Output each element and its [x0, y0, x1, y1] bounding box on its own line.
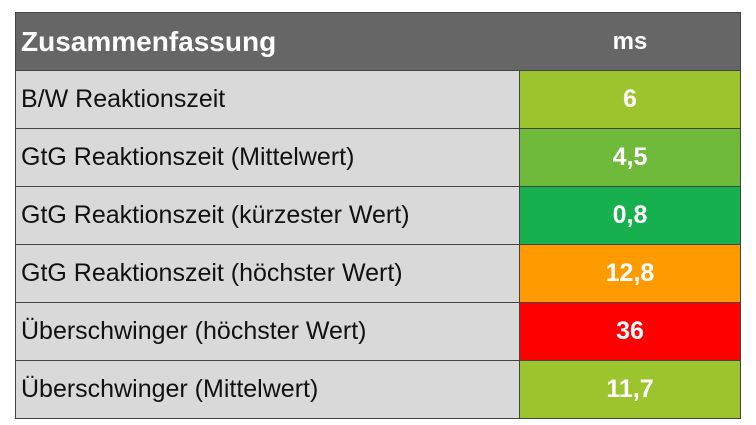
row-label: Überschwinger (Mittelwert) — [16, 361, 520, 418]
row-value: 4,5 — [520, 129, 740, 186]
table-row: B/W Reaktionszeit 6 — [16, 70, 740, 128]
row-label: GtG Reaktionszeit (kürzester Wert) — [16, 187, 520, 244]
row-value: 12,8 — [520, 245, 740, 302]
table-row: GtG Reaktionszeit (höchster Wert) 12,8 — [16, 244, 740, 302]
table-row: Überschwinger (höchster Wert) 36 — [16, 302, 740, 360]
table-row: GtG Reaktionszeit (kürzester Wert) 0,8 — [16, 186, 740, 244]
header-row: Zusammenfassung ms — [16, 13, 740, 70]
row-value: 11,7 — [520, 361, 740, 418]
row-value: 6 — [520, 71, 740, 128]
header-title: Zusammenfassung — [21, 25, 277, 57]
row-value: 0,8 — [520, 187, 740, 244]
table-row: Überschwinger (Mittelwert) 11,7 — [16, 360, 740, 418]
row-value: 36 — [520, 303, 740, 360]
row-label: GtG Reaktionszeit (höchster Wert) — [16, 245, 520, 302]
header-unit: ms — [612, 27, 648, 55]
summary-table: Zusammenfassung ms B/W Reaktionszeit 6 GtG… — [15, 12, 741, 419]
row-label: GtG Reaktionszeit (Mittelwert) — [16, 129, 520, 186]
table-row: GtG Reaktionszeit (Mittelwert) 4,5 — [16, 128, 740, 186]
row-label: B/W Reaktionszeit — [16, 71, 520, 128]
row-label: Überschwinger (höchster Wert) — [16, 303, 520, 360]
